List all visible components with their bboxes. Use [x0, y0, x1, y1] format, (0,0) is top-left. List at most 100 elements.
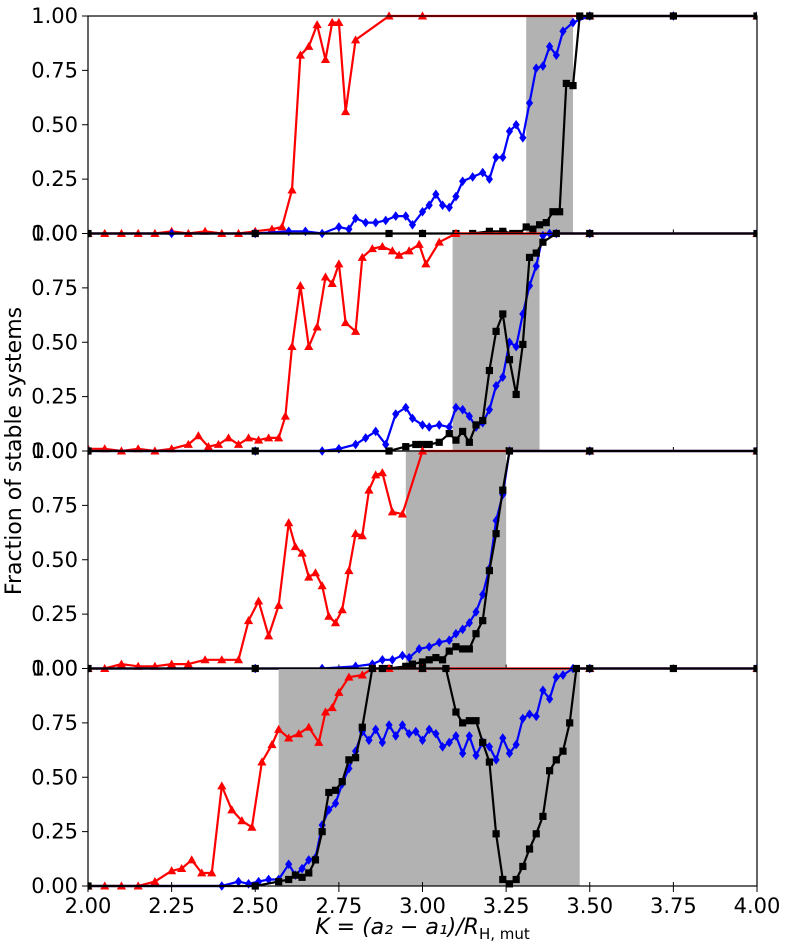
data-point — [291, 871, 299, 879]
data-point — [183, 439, 193, 448]
data-point — [334, 259, 344, 268]
data-point — [452, 708, 460, 716]
x-tick-label: 4.00 — [734, 894, 781, 918]
data-point — [233, 439, 244, 448]
data-point — [337, 605, 347, 614]
data-point — [479, 167, 487, 178]
panel-2: 0.00 0.25 0.50 0.75 1.00 — [31, 222, 758, 463]
x-tick-label: 2.00 — [65, 894, 112, 918]
data-point — [227, 805, 237, 814]
data-point — [525, 253, 534, 262]
y-tick-label: 0.25 — [31, 167, 78, 191]
data-point — [327, 703, 337, 712]
series-line — [88, 14, 757, 235]
data-point — [352, 439, 360, 450]
data-point — [372, 724, 380, 735]
x-tick-label: 3.00 — [399, 894, 446, 918]
data-point — [418, 420, 427, 430]
data-point — [452, 731, 460, 741]
data-point — [445, 737, 453, 748]
data-point — [352, 754, 360, 762]
data-point — [327, 278, 337, 287]
data-point — [345, 224, 353, 234]
data-point — [452, 643, 460, 651]
data-point — [387, 507, 397, 516]
data-point — [499, 152, 507, 163]
data-point — [438, 656, 447, 664]
data-point — [408, 220, 417, 230]
data-point — [546, 41, 554, 52]
data-point — [492, 327, 500, 335]
data-point — [418, 735, 427, 746]
data-point — [435, 637, 443, 648]
data-point — [320, 54, 331, 63]
data-point — [312, 322, 322, 331]
data-point — [425, 200, 433, 211]
data-point — [492, 530, 500, 538]
data-point — [351, 529, 361, 538]
data-point — [445, 647, 453, 655]
data-point — [459, 427, 467, 436]
data-point — [362, 217, 370, 228]
data-point — [318, 828, 326, 836]
data-point — [382, 215, 390, 226]
data-point — [237, 816, 247, 825]
y-tick-label: 0.25 — [31, 602, 78, 626]
series-group — [88, 228, 757, 456]
data-point — [485, 567, 493, 575]
data-point — [459, 719, 467, 727]
series-line — [88, 14, 757, 235]
data-point — [344, 566, 354, 575]
data-point — [569, 17, 577, 28]
shaded-region — [278, 668, 580, 886]
panel-1: 0.00 0.25 0.50 0.75 1.00 — [31, 4, 758, 246]
data-point — [469, 172, 477, 182]
data-point — [438, 200, 447, 211]
data-point — [253, 596, 264, 605]
data-point — [559, 26, 567, 37]
data-point — [295, 281, 306, 290]
data-point — [314, 737, 324, 746]
data-point — [150, 877, 160, 886]
data-point — [398, 720, 407, 730]
data-point — [556, 208, 564, 216]
data-point — [378, 655, 386, 665]
data-point — [418, 206, 427, 217]
y-tick-label: 0.00 — [31, 222, 78, 246]
y-tick-label: 0.50 — [31, 330, 78, 354]
x-tick-label: 2.25 — [148, 894, 195, 918]
data-point — [285, 875, 293, 884]
data-point — [405, 652, 413, 663]
data-point — [539, 230, 547, 241]
data-point — [358, 723, 366, 731]
data-point — [320, 272, 331, 281]
data-point — [392, 409, 400, 419]
data-point — [499, 486, 507, 494]
data-point — [402, 211, 410, 221]
data-point — [372, 217, 380, 228]
data-point — [445, 422, 453, 432]
data-point — [492, 152, 500, 163]
data-point — [425, 440, 433, 449]
data-point — [569, 82, 577, 90]
data-point — [465, 438, 473, 446]
data-point — [382, 439, 390, 450]
data-point — [372, 426, 380, 437]
data-point — [167, 659, 177, 668]
data-point — [485, 227, 493, 235]
data-point — [519, 309, 527, 319]
data-point — [445, 635, 453, 646]
x-tick-label: 3.50 — [566, 894, 613, 918]
data-point — [334, 17, 344, 26]
data-point — [304, 572, 314, 581]
data-point — [265, 874, 273, 885]
data-point — [335, 222, 343, 232]
data-point — [338, 778, 346, 786]
data-point — [438, 742, 447, 752]
data-point — [452, 191, 460, 202]
data-point — [243, 433, 254, 442]
series-line — [88, 449, 757, 670]
data-point — [485, 758, 493, 766]
data-point — [394, 250, 404, 259]
